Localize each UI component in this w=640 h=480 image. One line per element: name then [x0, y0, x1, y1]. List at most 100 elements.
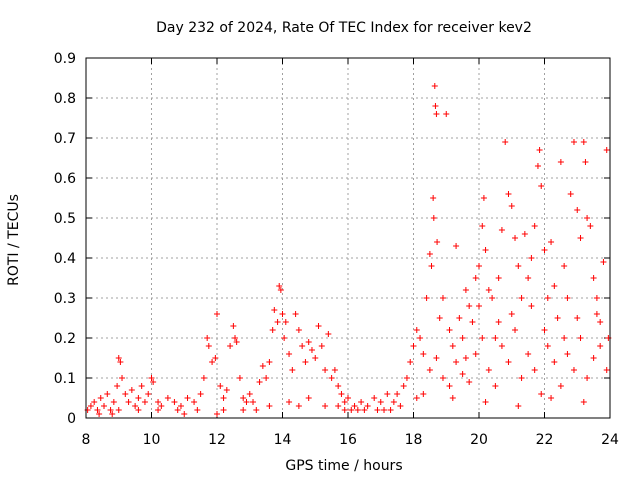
data-point	[135, 395, 142, 401]
data-point	[498, 227, 505, 233]
data-point	[580, 399, 587, 405]
data-point	[525, 351, 532, 357]
data-point	[394, 391, 401, 397]
data-point	[214, 311, 220, 317]
data-point	[322, 403, 329, 409]
data-point	[305, 395, 312, 401]
plot-frame	[85, 57, 611, 419]
data-point	[295, 327, 302, 333]
data-point	[138, 383, 145, 389]
data-point	[570, 367, 577, 373]
data-point	[430, 195, 437, 201]
data-point	[548, 395, 555, 401]
data-point	[295, 403, 302, 409]
data-point	[528, 255, 535, 261]
data-point	[564, 295, 571, 301]
data-point	[413, 395, 420, 401]
data-point	[240, 395, 247, 401]
data-point	[512, 235, 519, 241]
data-point	[381, 407, 388, 413]
data-point	[557, 159, 564, 165]
data-point	[590, 355, 597, 361]
data-point	[482, 399, 489, 405]
data-point	[521, 231, 528, 237]
data-point	[217, 383, 224, 389]
x-tick-label: 14	[274, 432, 292, 448]
data-point	[305, 339, 312, 345]
data-point	[318, 343, 325, 349]
x-tick-label: 18	[405, 432, 423, 448]
data-point	[274, 319, 281, 325]
data-point	[603, 367, 610, 373]
data-point	[538, 391, 545, 397]
data-point	[518, 295, 525, 301]
data-point	[431, 83, 438, 89]
data-point	[433, 111, 440, 117]
data-point	[434, 239, 441, 245]
data-point	[132, 403, 139, 409]
data-point	[459, 371, 466, 377]
data-point	[390, 399, 397, 405]
data-point	[480, 195, 487, 201]
data-point	[582, 159, 589, 165]
data-point	[453, 243, 460, 249]
data-point	[479, 223, 486, 229]
data-point	[281, 335, 288, 341]
y-tick-label: 0.3	[54, 291, 76, 307]
data-point	[256, 379, 263, 385]
data-point	[489, 295, 496, 301]
data-point	[472, 351, 479, 357]
data-point	[534, 163, 541, 169]
data-point	[580, 139, 587, 145]
data-point	[574, 315, 581, 321]
data-point	[456, 315, 463, 321]
grid-lines	[86, 58, 610, 418]
data-point	[577, 235, 584, 241]
data-point	[485, 287, 492, 293]
data-point	[266, 359, 273, 365]
data-point	[289, 367, 296, 373]
data-point	[439, 295, 446, 301]
data-point	[145, 391, 152, 397]
data-point	[236, 375, 243, 381]
data-point	[518, 375, 525, 381]
data-point	[505, 359, 512, 365]
data-point	[220, 395, 227, 401]
data-point	[462, 355, 469, 361]
data-point	[492, 383, 499, 389]
data-point	[446, 383, 453, 389]
data-point	[312, 355, 319, 361]
data-point	[403, 375, 410, 381]
data-point	[282, 319, 289, 325]
data-point	[432, 103, 439, 109]
data-point	[97, 395, 104, 401]
x-tick-label: 12	[208, 432, 226, 448]
data-point	[551, 283, 558, 289]
x-axis-label: GPS time / hours	[285, 458, 402, 474]
data-point	[508, 203, 515, 209]
data-point	[597, 343, 604, 349]
data-point	[87, 403, 94, 409]
data-point	[439, 375, 446, 381]
data-point	[410, 343, 417, 349]
data-point	[508, 311, 515, 317]
data-point	[364, 403, 371, 409]
data-point	[204, 335, 211, 341]
data-point	[286, 351, 293, 357]
data-point	[479, 335, 486, 341]
data-point	[492, 335, 499, 341]
data-point	[593, 295, 600, 301]
data-point	[233, 339, 240, 345]
data-point	[109, 411, 116, 417]
data-point	[96, 411, 103, 417]
data-points	[84, 83, 612, 417]
data-point	[212, 355, 219, 361]
data-point	[397, 403, 404, 409]
data-point	[335, 403, 342, 409]
data-point	[603, 147, 610, 153]
data-point	[150, 379, 157, 385]
y-axis-ticks: 0 0.1 0.2 0.3 0.4 0.5 0.6 0.7 0.8 0.9	[54, 51, 610, 427]
data-point	[354, 407, 361, 413]
data-point	[325, 331, 332, 337]
data-point	[94, 407, 101, 413]
